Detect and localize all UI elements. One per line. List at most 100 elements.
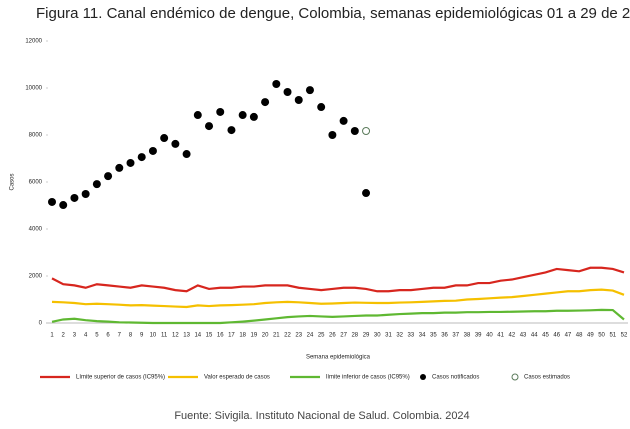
data-point [126,158,135,167]
x-tick-label: 40 [486,333,493,339]
x-tick-label: 28 [351,333,358,339]
data-point [238,111,247,120]
y-tick-label: 6000 [29,180,43,186]
x-tick-label: 33 [408,333,415,339]
data-point [70,193,79,202]
data-point [59,201,68,210]
data-point [305,86,314,95]
data-point [227,126,236,135]
x-tick-label: 18 [239,333,246,339]
x-tick-label: 51 [609,333,616,339]
data-point [272,80,281,89]
data-point [261,98,270,107]
data-point [193,111,202,120]
y-tick-label: 2000 [29,274,43,280]
x-tick-label: 11 [161,333,168,339]
x-axis-label: Semana epidemiológica [306,355,371,361]
data-point [148,146,157,155]
x-tick-label: 43 [520,333,527,339]
x-tick-label: 14 [194,333,201,339]
chart-title: Figura 11. Canal endémico de dengue, Col… [36,5,630,22]
data-point [283,87,292,96]
x-tick-label: 45 [542,333,549,339]
x-tick-label: 36 [441,333,448,339]
x-tick-label: 47 [565,333,572,339]
data-point [317,103,326,112]
x-tick-label: 16 [217,333,224,339]
x-tick-label: 2 [62,333,66,339]
x-tick-label: 26 [329,333,336,339]
data-point [104,172,113,181]
source: Fuente: Sivigila. Instituto Nacional de … [174,410,469,422]
x-tick-label: 4 [84,333,88,339]
legend-label: Límite superior de casos (IC95%) [76,375,165,381]
x-tick-label: 41 [497,333,504,339]
y-tick-label: 8000 [29,133,43,139]
data-point [182,150,191,159]
x-tick-label: 44 [531,333,538,339]
x-tick-label: 9 [140,333,144,339]
legend-swatch [511,373,519,381]
legend-label: Casos estimados [524,375,570,381]
x-tick-label: 35 [430,333,437,339]
y-tick-label: 0 [39,321,43,327]
x-tick-label: 52 [621,333,628,339]
x-tick-label: 38 [464,333,471,339]
data-point [205,122,214,131]
x-tick-label: 12 [172,333,179,339]
data-point [339,116,348,125]
data-point [294,95,303,104]
series-line [51,266,625,293]
x-tick-label: 5 [95,333,99,339]
x-tick-label: 13 [183,333,190,339]
x-tick-label: 23 [295,333,302,339]
x-tick-label: 50 [598,333,605,339]
data-point [328,131,337,139]
y-tick-label: 10000 [25,86,42,92]
legend-swatch [420,374,426,380]
x-tick-label: 37 [452,333,459,339]
x-tick-label: 15 [206,333,213,339]
x-tick-label: 34 [419,333,426,339]
data-point [92,180,101,189]
x-tick-label: 7 [118,333,122,339]
x-tick-label: 19 [251,333,258,339]
legend-label: Valor esperado de casos [204,375,270,381]
data-point [115,163,124,172]
data-point [160,134,169,143]
x-tick-label: 1 [50,333,54,339]
x-tick-label: 24 [307,333,314,339]
x-tick-label: 39 [475,333,482,339]
data-point [249,112,258,121]
x-tick-label: 25 [318,333,325,339]
x-tick-label: 48 [576,333,583,339]
y-axis-label: Casos [10,173,16,190]
data-point [362,189,371,198]
legend-label: límite inferior de casos (IC95%) [326,375,410,381]
data-point [350,127,359,136]
x-tick-label: 3 [73,333,77,339]
x-tick-label: 22 [284,333,291,339]
x-tick-label: 20 [262,333,269,339]
x-tick-label: 30 [374,333,381,339]
x-tick-label: 32 [396,333,403,339]
x-tick-label: 10 [150,333,157,339]
x-tick-label: 17 [228,333,235,339]
data-point [171,139,180,148]
series-line [51,288,625,309]
data-point [81,189,90,198]
y-tick-label: 12000 [25,39,42,45]
x-tick-label: 46 [553,333,560,339]
x-tick-label: 8 [129,333,133,339]
x-tick-label: 6 [106,333,110,339]
estimated-point [362,127,371,136]
x-tick-label: 21 [273,333,280,339]
data-point [216,107,225,116]
x-tick-label: 27 [340,333,347,339]
legend-label: Casos notificados [432,375,479,381]
x-tick-label: 29 [363,333,370,339]
y-tick-label: 4000 [29,227,43,233]
x-tick-label: 31 [385,333,392,339]
